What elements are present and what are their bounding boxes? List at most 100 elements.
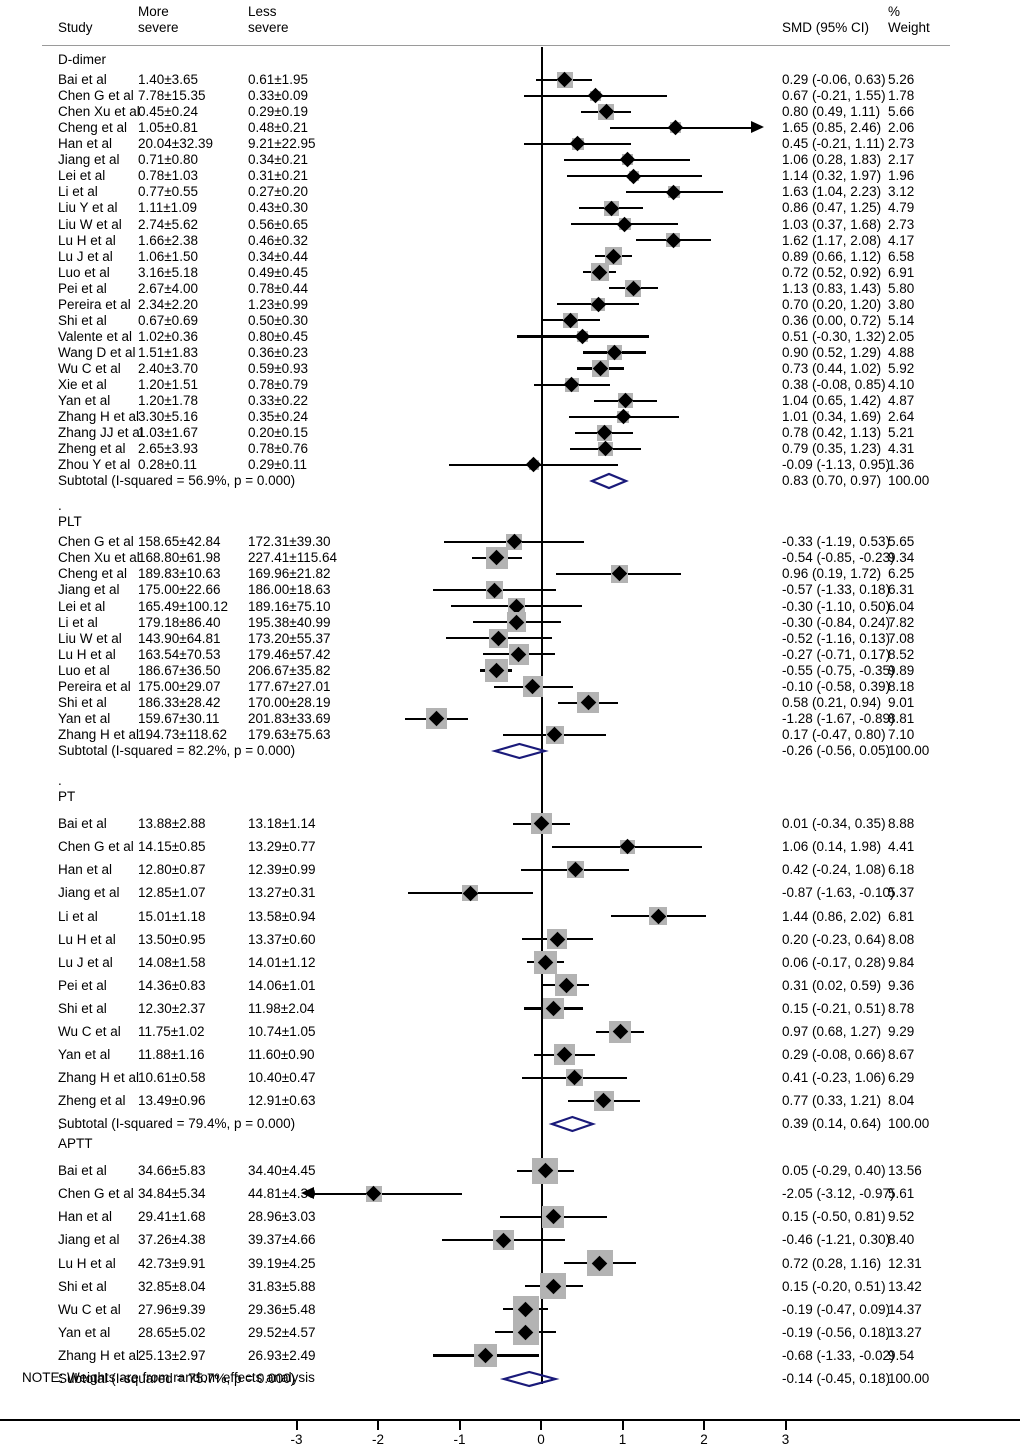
table-row: Pereira et al 175.00±29.07 177.67±27.01 -0.… [0,676,1020,697]
separator-dot: . [58,1117,62,1132]
weight-value: 14.37 [888,1301,922,1317]
weight-value: 2.17 [888,152,915,168]
table-row: Li et al 179.18±86.40 195.38±40.99 -0.30 (-… [0,612,1020,633]
group-heading-row: APTT [0,1136,1020,1152]
column-header-smd: SMD (95% CI) [782,20,870,35]
more-severe-value: 2.65±3.93 [138,441,198,457]
weight-value: 2.64 [888,409,915,425]
weight-value: 5.66 [888,104,915,120]
study-name: Luo et al [58,264,110,280]
table-row: Chen G et al 34.84±5.34 44.81±4.30 -2.05 (-… [0,1185,1020,1202]
less-severe-value: 12.91±0.63 [248,1093,316,1109]
smd-ci-value: 0.05 (-0.29, 0.40) [782,1163,886,1179]
smd-ci-value: 0.36 (0.00, 0.72) [782,312,882,328]
axis-tick-label: -1 [453,1432,466,1447]
more-severe-value: 14.08±1.58 [138,954,206,970]
smd-ci-value: -0.30 (-1.10, 0.50) [782,598,891,614]
smd-ci-value: 0.78 (0.42, 1.13) [782,425,882,441]
weight-value: 8.52 [888,646,915,662]
subtotal-diamond [549,1116,597,1133]
axis-tick-1 [621,1421,624,1430]
more-severe-value: 165.49±100.12 [138,598,228,614]
weight-value: 9.01 [888,695,915,711]
table-row: Shi et al 0.67±0.69 0.50±0.30 0.36 (0.00, 0… [0,312,1020,329]
less-severe-value: 14.06±1.01 [248,977,316,993]
table-row: Zheng et al 13.49±0.96 12.91±0.63 0.77 (0.3… [0,1090,1020,1111]
subtotal-diamond [491,743,550,760]
study-name: Yan et al [58,393,111,409]
less-severe-value: 10.74±1.05 [248,1024,316,1039]
smd-ci-value: -0.54 (-0.85, -0.23) [782,550,895,566]
axis-tick-label: 2 [700,1432,708,1447]
table-row: Luo et al 186.67±36.50 206.67±35.82 -0.55 (… [0,659,1020,682]
more-severe-value: 7.78±15.35 [138,88,206,104]
study-name: Shi et al [58,695,107,711]
table-row: Cheng et al 1.05±0.81 0.48±0.21 1.65 (0.85,… [0,120,1020,136]
more-severe-value: 1.20±1.51 [138,377,198,392]
axis-tick-neg3 [295,1421,298,1430]
smd-ci-value: -1.28 (-1.67, -0.89) [782,711,895,727]
table-row: Wu C et al 27.96±9.39 29.36±5.48 -0.19 (-0.… [0,1296,1020,1323]
table-row: Zhang H et al 194.73±118.62 179.63±75.63 0.… [0,725,1020,745]
table-row: Li et al 0.77±0.55 0.27±0.20 1.63 (1.04, 2.… [0,184,1020,200]
less-severe-value: 39.19±4.25 [248,1255,316,1271]
study-name: Chen G et al [58,88,134,104]
table-row: Cheng et al 189.83±10.63 169.96±21.82 0.96 … [0,565,1020,583]
smd-ci-value: 0.15 (-0.20, 0.51) [782,1278,886,1294]
axis-tick-label: 0 [537,1432,545,1447]
study-name: Wu C et al [58,1301,121,1317]
study-name: Zhou Y et al [58,457,131,473]
study-name: Han et al [58,1209,113,1225]
table-row: Han et al 29.41±1.68 28.96±3.03 0.15 (-0.50… [0,1205,1020,1229]
less-severe-value: 11.60±0.90 [248,1047,315,1063]
smd-ci-value: 0.29 (-0.06, 0.63) [782,72,886,88]
table-row: Bai et al 1.40±3.65 0.61±1.95 0.29 (-0.06, … [0,71,1020,88]
smd-ci-value: 1.06 (0.14, 1.98) [782,839,882,855]
more-severe-value: 15.01±1.18 [138,908,206,924]
study-name: Jiang et al [58,885,120,901]
study-name: Bai et al [58,1163,107,1179]
more-severe-value: 175.00±22.66 [138,582,221,598]
weight-value: 2.05 [888,328,915,344]
table-row: Chen G et al 7.78±15.35 0.33±0.09 0.67 (-0.… [0,88,1020,104]
subtotal-weight: 100.00 [888,743,930,759]
smd-ci-value: 1.13 (0.83, 1.43) [782,280,882,296]
study-name: Lu J et al [58,954,113,970]
study-name: Jiang et al [58,1232,120,1248]
smd-ci-value: -0.55 (-0.75, -0.35) [782,662,895,678]
axis-tick-3 [784,1421,787,1430]
less-severe-value: 179.63±75.63 [248,727,331,743]
group-separator-row: . [0,498,1020,514]
more-severe-value: 34.84±5.34 [138,1186,206,1202]
table-row: Liu Y et al 1.11±1.09 0.43±0.30 0.86 (0.47,… [0,200,1020,216]
table-row: Shi et al 186.33±28.42 170.00±28.19 0.58 (0… [0,691,1020,714]
more-severe-value: 13.88±2.88 [138,816,206,832]
less-severe-value: 0.29±0.11 [248,457,307,473]
weight-value: 6.04 [888,598,915,614]
less-severe-value: 14.01±1.12 [248,954,316,970]
less-severe-value: 13.27±0.31 [248,885,316,901]
less-severe-value: 39.37±4.66 [248,1232,316,1248]
less-severe-value: 0.36±0.23 [248,344,308,360]
weight-value: 4.31 [888,441,915,457]
more-severe-value: 1.40±3.65 [138,72,198,88]
x-axis-line [0,1419,1020,1422]
weight-value: 2.73 [888,136,915,152]
table-row: Wu C et al 11.75±1.02 10.74±1.05 0.97 (0.68… [0,1020,1020,1043]
less-severe-value: 10.40±0.47 [248,1070,316,1086]
less-severe-value: 9.21±22.95 [248,136,316,152]
less-severe-value: 206.67±35.82 [248,662,331,678]
table-row: Lu J et al 14.08±1.58 14.01±1.12 0.06 (-0.1… [0,950,1020,974]
study-name: Lei et al [58,168,106,184]
study-name: Pei et al [58,977,107,993]
study-name: Bai et al [58,72,107,88]
subtotal-diamond [500,1370,560,1388]
study-name: Wang D et al [58,344,136,360]
subtotal-smd-ci: 0.83 (0.70, 0.97) [782,473,882,489]
weight-value: 6.91 [888,264,915,280]
subtotal-row: Subtotal (I-squared = 79.4%, p = 0.000) 0… [0,1116,1020,1133]
less-severe-value: 0.50±0.30 [248,312,308,328]
study-name: Lu H et al [58,1255,116,1271]
subtotal-label: Subtotal (I-squared = 56.9%, p = 0.000) [58,473,296,489]
table-row: Lu J et al 1.06±1.50 0.34±0.44 0.89 (0.66, … [0,247,1020,266]
